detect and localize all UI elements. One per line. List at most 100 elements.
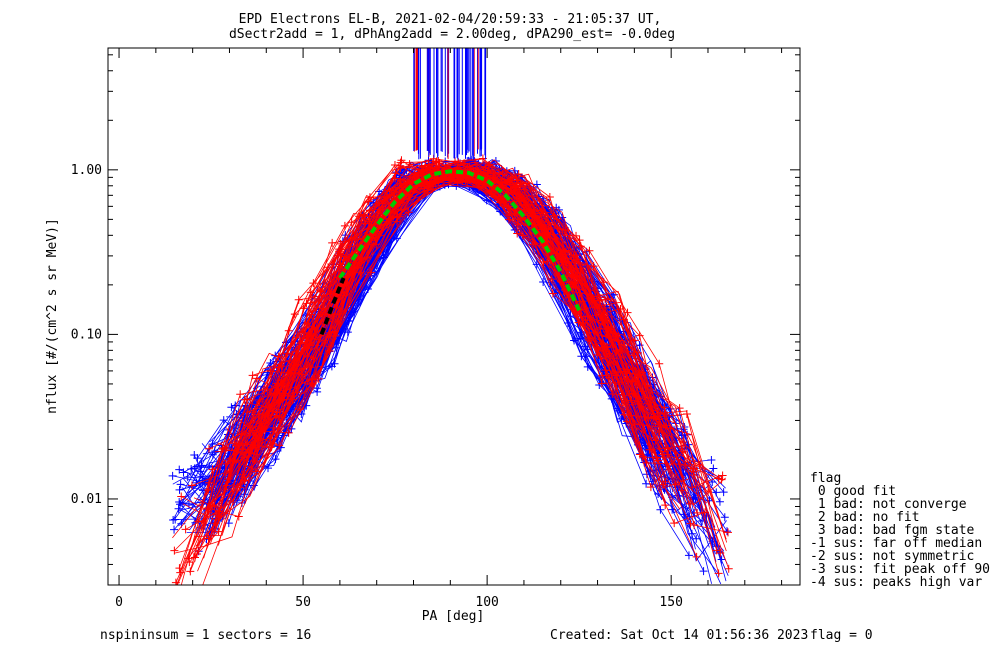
data-point-marker	[275, 396, 284, 405]
data-point-marker	[193, 454, 202, 463]
data-point-marker	[544, 224, 553, 233]
series-trace	[196, 164, 636, 555]
data-point-marker	[314, 374, 323, 383]
data-point-marker	[718, 471, 727, 480]
series-trace	[194, 159, 635, 558]
data-point-marker	[374, 205, 383, 214]
data-point-marker	[660, 403, 669, 412]
series-trace	[175, 176, 660, 583]
data-point-marker	[605, 349, 614, 358]
data-point-marker	[330, 327, 339, 336]
series-trace	[192, 184, 727, 558]
data-point-marker	[548, 289, 557, 298]
data-point-marker	[516, 214, 525, 223]
data-point-marker	[328, 238, 337, 247]
series-trace	[216, 166, 639, 504]
data-point-marker	[646, 483, 655, 492]
data-point-marker	[539, 277, 548, 286]
x-tick-label: 0	[115, 595, 123, 610]
legend-entry: 1 bad: not converge	[810, 497, 967, 512]
data-point-marker	[584, 334, 593, 343]
data-point-marker	[692, 552, 701, 561]
data-point-marker	[707, 456, 716, 465]
data-point-marker	[272, 379, 281, 388]
data-point-marker	[227, 403, 236, 412]
data-point-marker	[567, 272, 576, 281]
data-point-marker	[205, 478, 214, 487]
data-point-marker	[359, 210, 368, 219]
series-trace	[208, 165, 666, 539]
data-point-marker	[355, 212, 364, 221]
data-point-marker	[602, 342, 611, 351]
data-point-marker	[712, 488, 721, 497]
footer-nspin: nspininsum = 1 sectors = 16	[100, 628, 311, 643]
data-point-marker	[581, 316, 590, 325]
data-point-marker	[175, 588, 183, 596]
data-point-marker	[518, 231, 527, 240]
data-point-marker	[391, 169, 400, 178]
data-point-marker	[686, 499, 695, 508]
data-point-marker	[583, 362, 592, 371]
data-point-marker	[629, 389, 638, 398]
data-point-marker	[210, 447, 219, 456]
data-point-marker	[175, 564, 184, 573]
data-point-marker	[428, 159, 437, 168]
fit-curve-start	[319, 277, 346, 336]
data-point-marker	[656, 505, 665, 514]
data-point-marker	[170, 525, 179, 534]
data-point-marker	[294, 295, 303, 304]
series-trace	[237, 164, 687, 487]
data-point-marker	[722, 527, 731, 536]
data-point-marker	[690, 521, 699, 530]
data-layer	[168, 48, 733, 596]
series-trace	[179, 169, 663, 536]
data-point-marker	[337, 250, 346, 259]
data-point-marker	[190, 464, 199, 473]
data-point-marker	[175, 498, 184, 507]
data-point-marker	[184, 500, 193, 509]
data-point-marker	[553, 249, 562, 258]
legend-entry: -2 sus: not symmetric	[810, 549, 974, 564]
data-point-marker	[675, 460, 684, 469]
data-point-marker	[719, 488, 728, 497]
y-tick-label: 1.00	[71, 163, 102, 178]
legend-entry: -4 sus: peaks high var	[810, 575, 982, 590]
data-point-marker	[177, 492, 186, 501]
data-point-marker	[390, 160, 399, 169]
chart-title: EPD Electrons EL-B, 2021-02-04/20:59:33 …	[239, 12, 662, 27]
x-axis-label: PA [deg]	[422, 609, 485, 624]
data-point-marker	[585, 246, 594, 255]
data-point-marker	[516, 179, 525, 188]
series-trace	[176, 161, 666, 585]
axes-frame	[107, 47, 801, 586]
series-trace	[252, 161, 683, 491]
data-point-marker	[717, 475, 726, 484]
data-point-marker	[277, 362, 286, 371]
y-tick-label: 0.10	[71, 327, 102, 342]
data-point-marker	[367, 268, 376, 277]
data-point-marker	[606, 325, 615, 334]
data-point-marker	[714, 569, 723, 578]
data-point-marker	[498, 170, 507, 179]
data-point-marker	[631, 336, 640, 345]
data-point-marker	[513, 229, 522, 238]
data-point-marker	[396, 179, 405, 188]
data-point-marker	[175, 485, 184, 494]
data-point-marker	[660, 447, 669, 456]
data-point-marker	[659, 480, 668, 489]
data-point-marker	[356, 232, 365, 241]
data-point-marker	[309, 354, 318, 363]
data-point-marker	[176, 480, 185, 489]
series-trace	[197, 180, 641, 522]
x-tick-label: 150	[659, 595, 682, 610]
data-point-marker	[179, 468, 188, 477]
data-point-marker	[365, 212, 374, 221]
data-point-marker	[307, 380, 316, 389]
data-point-marker	[292, 388, 301, 397]
data-point-marker	[635, 450, 644, 459]
data-point-marker	[602, 371, 611, 380]
data-point-marker	[190, 553, 199, 562]
series-trace	[189, 162, 684, 573]
data-point-marker	[716, 548, 725, 557]
series-trace	[242, 172, 709, 493]
